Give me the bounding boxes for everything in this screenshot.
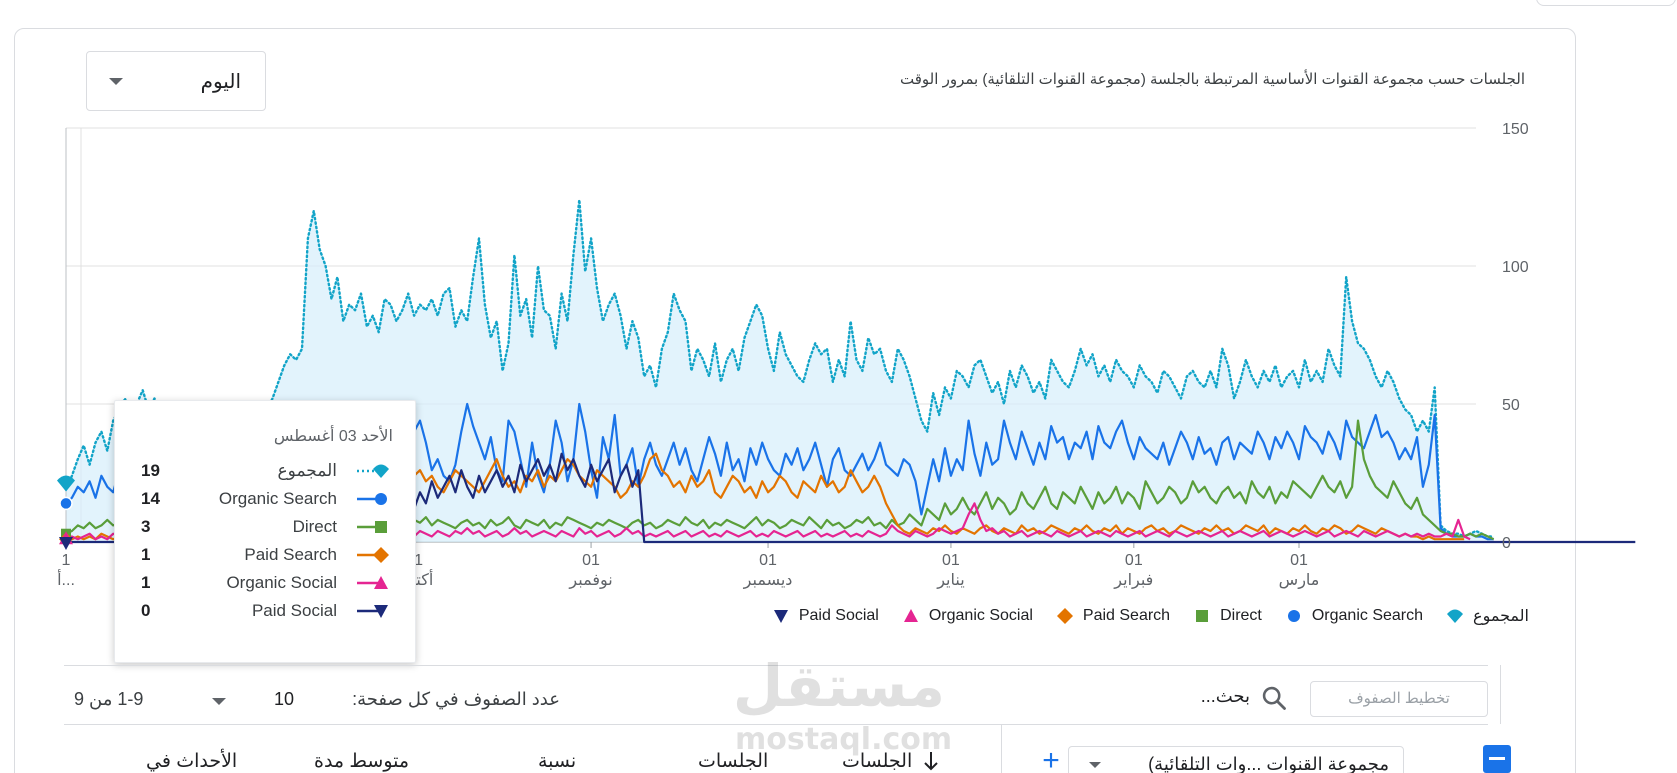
chevron-down-icon — [212, 698, 226, 705]
legend-item[interactable]: Paid Social — [771, 606, 879, 626]
tooltip-value: 1 — [141, 545, 151, 564]
tooltip-row: 14 Organic Search — [115, 485, 415, 515]
tooltip-row: 0 Paid Social — [115, 597, 415, 627]
square-icon — [357, 521, 387, 533]
legend-triangle-down-icon — [773, 610, 788, 623]
chart-title: الجلسات حسب مجموعة القنوات الأساسية المر… — [900, 71, 1525, 88]
dimension-select-label: مجموعة القنوات ...وات التلقائية) — [1148, 754, 1389, 773]
chart-table-divider — [64, 665, 1488, 666]
marker-shape — [374, 605, 388, 618]
legend-pin-icon — [1447, 609, 1464, 623]
chart-legend: المجموع Organic Search Direct Paid Search Or… — [771, 606, 1529, 626]
search-icon[interactable] — [1260, 684, 1288, 712]
tooltip-series-name: المجموع — [277, 461, 337, 480]
controls-right-divider — [1500, 665, 1501, 724]
chevron-down-icon — [1089, 762, 1101, 768]
tooltip-row: 19 المجموع — [115, 457, 415, 487]
pin-icon — [357, 464, 389, 478]
legend-item[interactable]: Organic Search — [1284, 606, 1423, 626]
dimension-select[interactable]: مجموعة القنوات ...وات التلقائية) — [1068, 746, 1404, 773]
tooltip-series-name: Direct — [292, 517, 337, 536]
date-granularity-dropdown[interactable]: اليوم — [86, 51, 266, 111]
marker-shape — [1287, 610, 1300, 622]
column-header-events[interactable]: الأحداث في — [146, 751, 238, 772]
tooltip-series-name: Paid Social — [251, 601, 337, 620]
marker-shape — [373, 464, 389, 478]
legend-triangle-up-icon — [903, 609, 918, 622]
legend-label: Direct — [1220, 607, 1262, 624]
tooltip-value: 19 — [141, 461, 160, 480]
dimension-column-divider — [1001, 724, 1002, 773]
legend-square-icon — [1196, 610, 1209, 622]
column-header-sessions[interactable]: الجلسات — [842, 751, 913, 772]
select-all-checkbox[interactable] — [1483, 745, 1511, 773]
tooltip-value: 3 — [141, 517, 151, 536]
indeterminate-icon — [1489, 757, 1505, 760]
chevron-down-icon — [109, 78, 123, 85]
marker-shape — [1056, 608, 1073, 624]
legend-label: Organic Social — [928, 607, 1033, 624]
tooltip-date: الأحد 03 أغسطس — [273, 428, 393, 445]
rows-per-page-label: عدد الصفوف في كل صفحة: — [352, 689, 560, 709]
tooltip-row: 1 Organic Social — [115, 569, 415, 599]
date-granularity-label: اليوم — [200, 71, 241, 93]
tooltip-value: 0 — [141, 601, 151, 620]
legend-label: Paid Social — [798, 607, 879, 624]
marker-shape — [375, 521, 387, 533]
marker-shape — [1447, 609, 1464, 623]
plan-rows-button[interactable]: تخطيط الصفوف — [1310, 681, 1488, 717]
chart-tooltip: الأحد 03 أغسطس 19 المجموع 14 Organic Search… — [114, 400, 416, 663]
sort-descending-icon[interactable] — [924, 750, 938, 772]
legend-label: Organic Search — [1311, 607, 1424, 624]
search-input[interactable] — [1198, 686, 1250, 707]
triangle-down-icon — [357, 605, 388, 618]
tooltip-value: 14 — [141, 489, 160, 508]
marker-shape — [375, 493, 387, 505]
marker-shape — [773, 610, 788, 623]
marker-shape — [374, 576, 388, 589]
marker-shape — [373, 547, 389, 563]
legend-item[interactable]: Paid Search — [1055, 606, 1170, 626]
pagination-range: 1-9 من 9 — [74, 689, 144, 709]
add-dimension-button[interactable]: + — [1042, 744, 1060, 773]
top-right-partial-box — [1536, 0, 1676, 6]
tooltip-row: 3 Direct — [115, 513, 415, 543]
marker-shape — [903, 609, 918, 622]
column-header-engaged-sessions[interactable]: الجلسات — [698, 751, 769, 772]
column-header-avg-duration[interactable]: متوسط مدة — [314, 751, 410, 772]
legend-diamond-icon — [1056, 608, 1073, 624]
legend-label: Paid Search — [1082, 607, 1171, 624]
marker-shape — [1196, 610, 1209, 622]
tooltip-series-name: Organic Search — [218, 489, 337, 508]
legend-item[interactable]: Organic Social — [901, 606, 1033, 626]
tooltip-row: 1 Paid Search — [115, 541, 415, 571]
tooltip-series-name: Organic Social — [226, 573, 337, 592]
legend-item[interactable]: Direct — [1192, 606, 1262, 626]
legend-item[interactable]: المجموع — [1445, 606, 1529, 626]
table-search[interactable] — [1178, 678, 1298, 714]
legend-label: المجموع — [1473, 608, 1529, 625]
column-header-rate[interactable]: نسبة — [538, 751, 577, 772]
tooltip-series-name: Paid Search — [244, 545, 337, 564]
rows-per-page-value: 10 — [274, 689, 295, 709]
legend-circle-icon — [1287, 610, 1300, 622]
diamond-icon — [357, 547, 389, 563]
tooltip-value: 1 — [141, 573, 151, 592]
table-header-divider — [64, 724, 1488, 725]
circle-icon — [357, 493, 387, 505]
rows-per-page-select[interactable]: 10 — [206, 683, 316, 717]
triangle-up-icon — [357, 576, 388, 589]
